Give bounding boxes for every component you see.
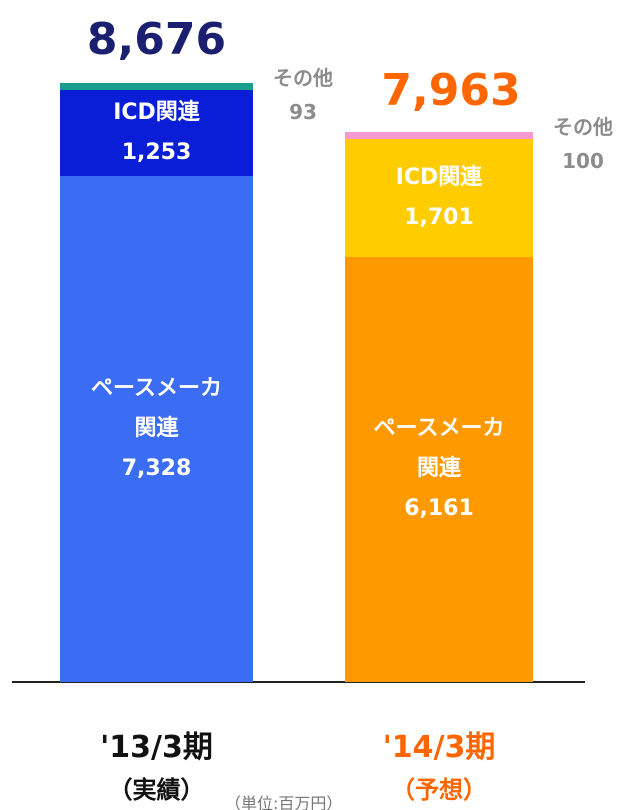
other-label: その他 93 — [258, 61, 348, 129]
value-label: 1,701 — [404, 204, 474, 230]
bar-segment — [345, 132, 533, 140]
bar-segment — [60, 89, 253, 177]
total-label: 7,963 — [381, 65, 521, 117]
series-name: ICD関連 — [113, 99, 200, 125]
series-name: その他 — [553, 115, 613, 140]
series-name: その他 — [273, 66, 333, 91]
bar-segment — [345, 256, 533, 682]
series-name: ペースメーカ 関連 — [373, 416, 505, 482]
value-label: 93 — [289, 100, 317, 125]
x-sublabel: （予想） — [391, 776, 487, 804]
x-tick-label: '13/3期 — [100, 730, 213, 765]
bar-segment — [345, 139, 533, 257]
segment-label: ICD関連 1,701 — [345, 158, 533, 238]
series-name: ペースメーカ 関連 — [91, 376, 222, 442]
segment-label: ペースメーカ 関連 6,161 — [345, 409, 533, 529]
bar-segment — [60, 83, 253, 90]
value-label: 100 — [562, 149, 604, 174]
total-label: 8,676 — [86, 13, 227, 65]
value-label: 6,161 — [404, 496, 474, 522]
unit-label: （単位:百万円） — [225, 794, 343, 810]
x-tick-label: '14/3期 — [382, 730, 496, 765]
value-label: 1,253 — [121, 139, 192, 165]
x-sublabel: （実績） — [108, 776, 205, 804]
other-label: その他 100 — [538, 110, 628, 178]
segment-label: ペースメーカ 関連 7,328 — [60, 369, 253, 489]
series-name: ICD関連 — [395, 164, 483, 190]
value-label: 7,328 — [121, 456, 192, 482]
segment-label: ICD関連 1,253 — [60, 93, 253, 173]
baseline — [12, 681, 585, 683]
bar-segment — [60, 176, 253, 682]
